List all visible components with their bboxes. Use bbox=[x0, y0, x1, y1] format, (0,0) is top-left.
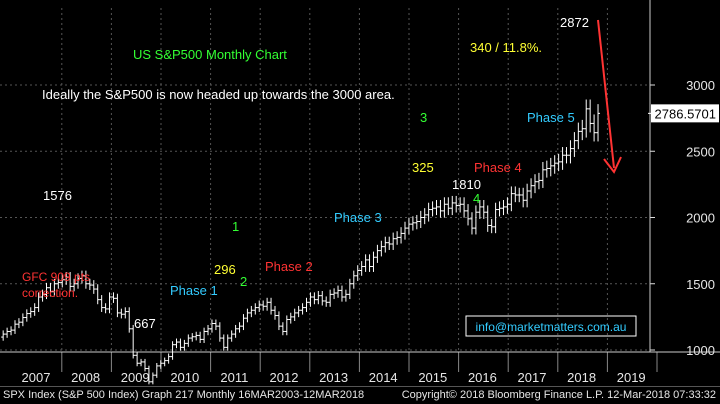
y-tick-label: 3000 bbox=[686, 78, 715, 93]
footer-left-text: SPX Index (S&P 500 Index) Graph 217 Mont… bbox=[3, 389, 365, 401]
annotation-text: Phase 5 bbox=[527, 110, 575, 125]
x-tick-label: 2013 bbox=[319, 370, 348, 385]
y-tick-label: 2500 bbox=[686, 144, 715, 159]
chart-title: US S&P500 Monthly Chart bbox=[133, 47, 287, 62]
last-price-label: 2786.5701 bbox=[655, 106, 716, 121]
watermark-text: info@marketmatters.com.au bbox=[476, 320, 627, 334]
y-tick-label: 1500 bbox=[686, 277, 715, 292]
annotation-text: 3 bbox=[420, 110, 427, 125]
annotation-text: 296 bbox=[214, 262, 236, 277]
y-tick-label: 2000 bbox=[686, 211, 715, 226]
annotation-text: 1576 bbox=[43, 188, 72, 203]
x-tick-label: 2011 bbox=[220, 370, 248, 385]
annotation-text: 1810 bbox=[452, 177, 481, 192]
annotation-text: GFC 909 pts correction. bbox=[22, 270, 90, 300]
projection-arrow-line bbox=[597, 19, 615, 169]
chart-subtitle: Ideally the S&P500 is now headed up towa… bbox=[42, 87, 395, 102]
annotation-text: 325 bbox=[412, 160, 434, 175]
x-tick-label: 2009 bbox=[121, 370, 150, 385]
y-tick-label: 1000 bbox=[686, 343, 715, 358]
chart-background bbox=[0, 0, 720, 386]
watermark-box bbox=[465, 315, 637, 337]
x-tick-label: 2016 bbox=[468, 370, 497, 385]
x-tick-label: 2018 bbox=[567, 370, 596, 385]
x-tick-label: 2007 bbox=[22, 370, 51, 385]
annotation-text: Phase 4 bbox=[474, 160, 522, 175]
last-price-box bbox=[651, 104, 719, 123]
x-tick-label: 2012 bbox=[270, 370, 299, 385]
x-tick-label: 2017 bbox=[518, 370, 547, 385]
x-tick-label: 2015 bbox=[418, 370, 447, 385]
annotation-text: 340 / 11.8%. bbox=[470, 40, 542, 55]
projection-arrow-head bbox=[603, 156, 622, 174]
annotation-text: 667 bbox=[134, 316, 156, 331]
annotation-text: Phase 1 bbox=[170, 283, 218, 298]
footer-right-text: Copyright© 2018 Bloomberg Finance L.P. 1… bbox=[401, 389, 716, 401]
annotation-text: 2872 bbox=[560, 15, 589, 30]
annotation-text: Phase 2 bbox=[265, 259, 313, 274]
x-tick-label: 2010 bbox=[170, 370, 199, 385]
x-tick-label: 2019 bbox=[617, 370, 646, 385]
x-tick-label: 2008 bbox=[71, 370, 100, 385]
annotation-text: 1 bbox=[232, 219, 239, 234]
footer-bar: SPX Index (S&P 500 Index) Graph 217 Mont… bbox=[0, 386, 720, 404]
annotation-text: 4 bbox=[473, 191, 480, 206]
annotation-text: Phase 3 bbox=[334, 210, 382, 225]
x-tick-label: 2014 bbox=[369, 370, 398, 385]
chart-svg: 1000 1500 2000 2500 3000 2007 2008 2009 2010 2011… bbox=[0, 0, 720, 386]
annotation-text: 2 bbox=[240, 274, 247, 289]
